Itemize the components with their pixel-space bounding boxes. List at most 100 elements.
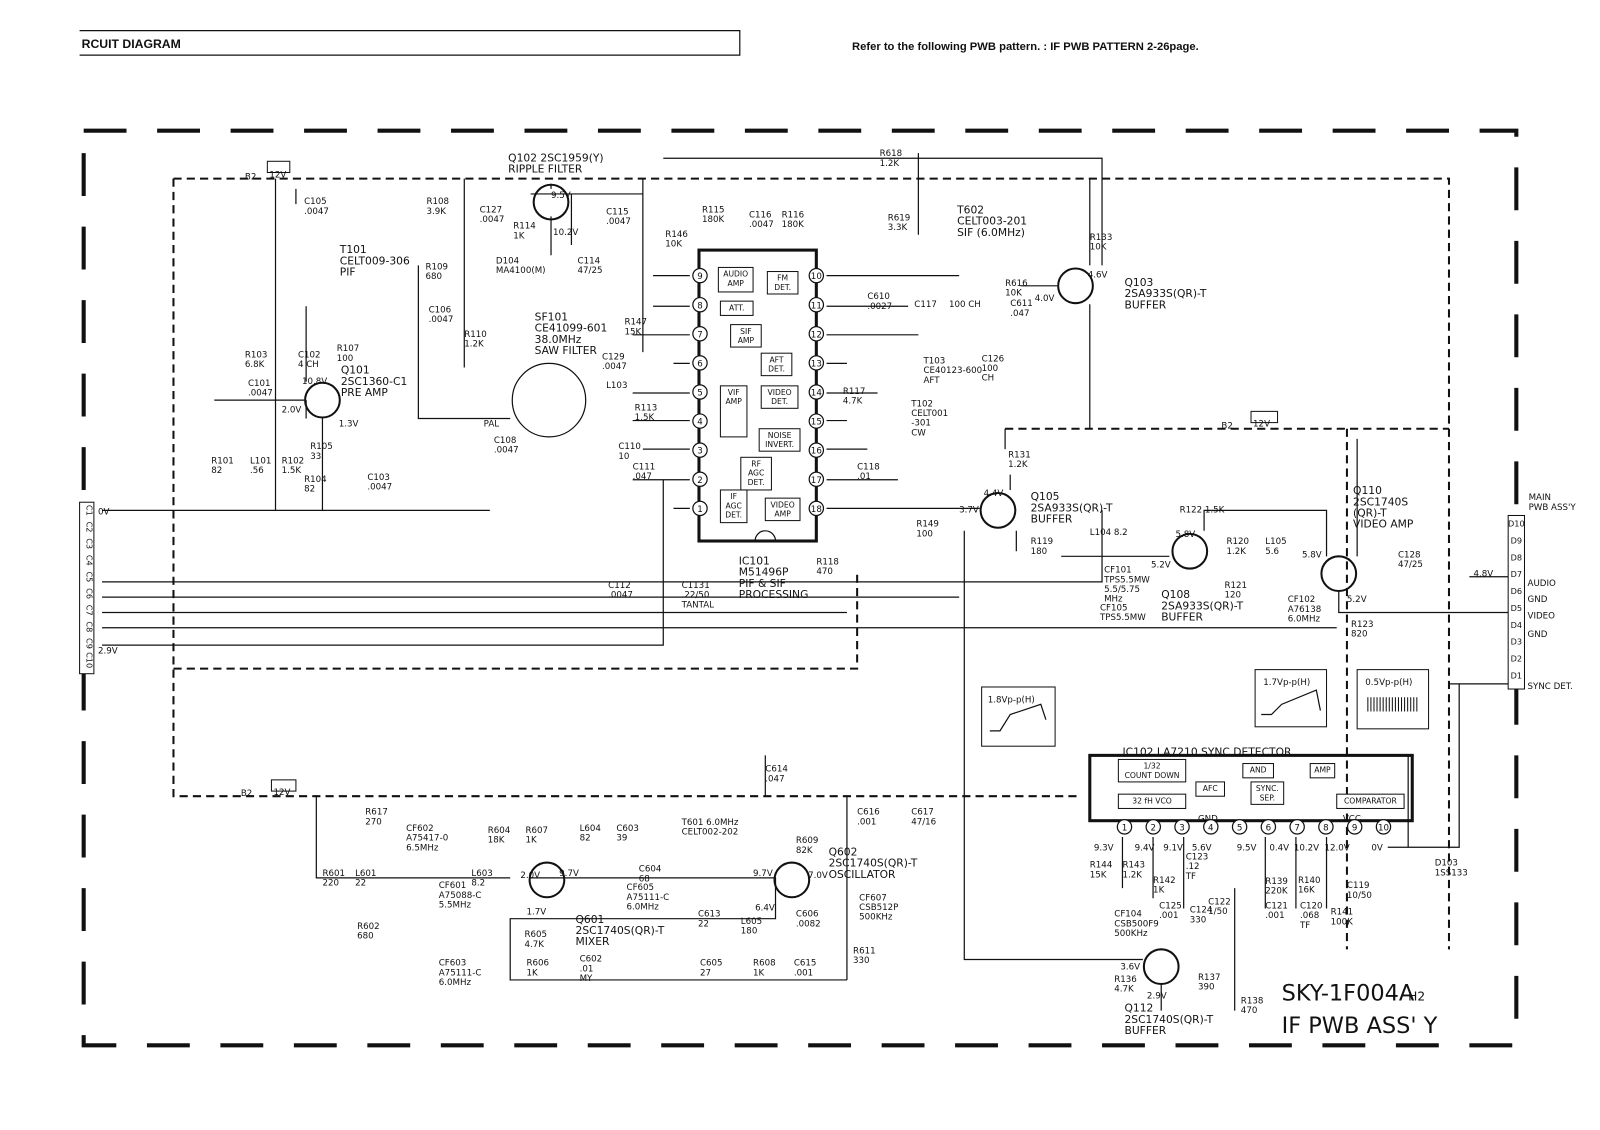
component-label: .0047 (749, 220, 774, 230)
component-label: 6.5MHz (406, 843, 439, 853)
component-label: R104 (304, 475, 327, 485)
function-block (1336, 793, 1405, 809)
component-label: 500KHz (859, 913, 893, 923)
block-label: VIF (728, 388, 740, 397)
pin-number: 6 (1266, 823, 1272, 833)
component-label: .0047 (608, 591, 633, 601)
component-label: Q110 (1353, 484, 1382, 497)
component-label: .0047 (304, 207, 329, 217)
block-label: VIDEO (771, 500, 795, 509)
component-label: BUFFER (1161, 611, 1203, 624)
component-label: C611 (1010, 299, 1033, 309)
component-label: 9.7V (559, 869, 579, 879)
component-label: C603 (616, 824, 639, 834)
connector-pin: D8 (1511, 552, 1522, 562)
component-label: AUDIO (1528, 579, 1556, 589)
component-label: L103 (606, 381, 627, 391)
component-label: RIPPLE FILTER (508, 163, 583, 176)
component-label: PROCESSING (739, 588, 809, 601)
component-label: 1K (527, 968, 539, 978)
connector-pin: D2 (1511, 653, 1522, 663)
component-label: 12V (273, 788, 290, 798)
function-block (719, 489, 748, 524)
component-label: CSB500F9 (1114, 919, 1158, 929)
component-label: A76138 (1288, 605, 1321, 615)
component-label: C125 (1159, 901, 1182, 911)
component-label: R606 (527, 959, 550, 969)
component-label: 2SC1740S(QR)-T (576, 924, 665, 937)
component-label: 1.2K (1008, 460, 1028, 470)
pin-number: 8 (697, 301, 703, 311)
component-label: Q103 (1124, 276, 1153, 289)
component-label: OSCILLATOR (829, 868, 896, 881)
component-label: TANTAL (681, 600, 715, 610)
component-label: 0V (98, 507, 110, 517)
component-label: B2 (1221, 422, 1232, 432)
voltage-box (1250, 410, 1279, 424)
component-label: IC102 LA7210 SYNC.DETECTOR (1122, 745, 1292, 758)
component-label: B2 (241, 789, 252, 799)
connector-pin: C7 (85, 605, 95, 616)
component-label: CF105 (1100, 603, 1128, 613)
block-label: AND (1250, 766, 1267, 775)
component-label: C610 (867, 292, 890, 302)
block-label: AMP (727, 279, 744, 288)
component-label: 330 (853, 956, 870, 966)
component-label: .0047 (606, 217, 631, 227)
component-label: R101 (211, 456, 234, 466)
component-label: R602 (357, 922, 380, 932)
component-label: C129 (602, 352, 625, 362)
component-label: PWB ASS'Y (1529, 503, 1577, 513)
ic-pin (808, 296, 825, 313)
function-block (764, 497, 801, 522)
component-label: R140 (1298, 876, 1321, 886)
component-label: R144 (1090, 861, 1113, 871)
function-block (1250, 781, 1285, 805)
voltage-box (266, 160, 291, 174)
function-block (766, 271, 799, 295)
component-label: 82 (211, 466, 222, 476)
pin-number: 2 (1151, 823, 1157, 833)
component-label: R122 1.5K (1180, 505, 1225, 515)
block-label: SYNC. (1256, 784, 1279, 793)
block-label: SIF (740, 327, 751, 336)
component-label: C115 (606, 207, 629, 217)
component-label: A75111-C (439, 968, 482, 978)
component-label: R139 (1265, 877, 1288, 887)
pin-number: 12 (811, 330, 822, 340)
block-label: IF (730, 492, 737, 501)
component-label: 2SC1740S(QR)-T (829, 857, 918, 870)
pin-number: 8 (1323, 823, 1329, 833)
component-label: 1.5K (635, 413, 655, 423)
component-label: PIF (340, 266, 356, 279)
component-label: GND (1528, 630, 1548, 640)
pin-number: 7 (1294, 823, 1300, 833)
component-label: A75417-0 (406, 834, 448, 844)
ic-pin (1174, 819, 1190, 835)
connector-pin: D7 (1511, 569, 1522, 579)
component-label: IC101 (739, 554, 770, 567)
component-label: 5.6 (1265, 547, 1279, 557)
pin-number: 3 (697, 447, 703, 457)
component-label: 1.5K (282, 466, 302, 476)
pin-number: 18 (811, 505, 822, 515)
ic-pin (692, 413, 708, 429)
component-label: L605 (741, 917, 762, 927)
component-label: 33 (310, 452, 321, 462)
component-label: T102 (910, 399, 933, 409)
component-label: R137 (1198, 973, 1221, 983)
component-label: CF102 (1288, 595, 1316, 605)
ic-pin (1318, 819, 1334, 835)
component-label: 470 (1241, 1006, 1258, 1016)
component-label: .001 (794, 968, 813, 978)
connector-pin: C4 (85, 555, 95, 566)
component-label: C111 (633, 463, 656, 473)
component-label: R611 (853, 946, 876, 956)
ic-pin (1203, 819, 1219, 835)
connector-pin: D6 (1511, 586, 1522, 596)
pin-number: 16 (811, 447, 822, 457)
block-label: RF (751, 459, 761, 468)
pin-number: 9 (1352, 823, 1358, 833)
block-label: SEP. (1260, 793, 1276, 802)
